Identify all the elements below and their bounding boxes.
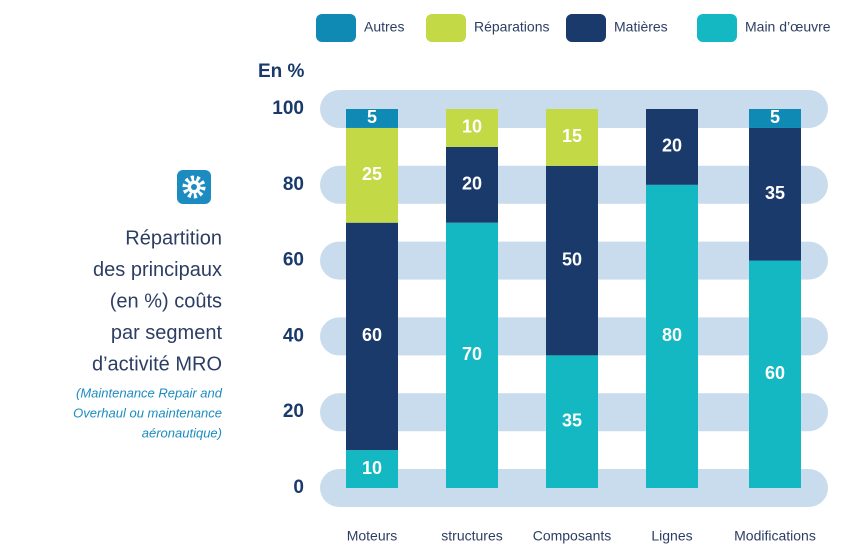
- legend-swatch: [566, 14, 606, 42]
- x-tick-label: structures: [441, 528, 502, 544]
- data-label: 60: [362, 325, 382, 345]
- data-label: 15: [562, 126, 582, 146]
- bar-segment: [749, 109, 801, 128]
- bar-segment: [546, 165, 598, 356]
- bar-segment: [346, 450, 398, 488]
- y-tick-label: 20: [283, 401, 304, 422]
- bar-segment: [346, 127, 398, 223]
- chart-subtitle: (Maintenance Repair and: [76, 385, 223, 400]
- data-label: 5: [770, 107, 780, 127]
- bar-segment: [646, 109, 698, 185]
- bar-segment: [446, 109, 498, 147]
- bar-segment: [446, 222, 498, 488]
- legend-label: Main d’œuvre: [745, 19, 831, 35]
- bar-segment: [346, 109, 398, 128]
- data-label: 25: [362, 164, 382, 184]
- data-label: 70: [462, 344, 482, 364]
- data-label: 35: [765, 183, 785, 203]
- chart-title: Répartition: [125, 227, 222, 249]
- data-label: 20: [662, 136, 682, 156]
- data-label: 35: [562, 410, 582, 430]
- y-axis-label: En %: [258, 61, 305, 82]
- data-label: 60: [765, 363, 785, 383]
- bar-segment: [346, 222, 398, 451]
- bar-segment: [646, 184, 698, 489]
- chart-subtitle: aéronautique): [142, 425, 222, 440]
- bar-segment: [446, 146, 498, 223]
- bar-segment: [749, 127, 801, 261]
- chart-title: par segment: [111, 322, 223, 344]
- legend-swatch: [697, 14, 737, 42]
- data-label: 10: [462, 117, 482, 137]
- x-tick-label: Moteurs: [347, 528, 398, 544]
- legend-label: Matières: [614, 19, 668, 35]
- data-label: 50: [562, 249, 582, 269]
- data-label: 10: [362, 458, 382, 478]
- y-tick-label: 0: [293, 477, 304, 498]
- bar-segment: [546, 109, 598, 166]
- bar-segment: [749, 260, 801, 488]
- y-tick-label: 60: [283, 250, 304, 271]
- chart-title: (en %) coûts: [110, 290, 222, 312]
- data-label: 80: [662, 325, 682, 345]
- chart-title: des principaux: [93, 259, 222, 281]
- x-tick-label: Modifications: [734, 528, 816, 544]
- legend-swatch: [316, 14, 356, 42]
- bar-segment: [546, 355, 598, 488]
- y-tick-label: 40: [283, 325, 304, 346]
- chart-title: d’activité MRO: [92, 353, 222, 375]
- data-label: 20: [462, 174, 482, 194]
- legend-label: Autres: [364, 19, 404, 35]
- x-tick-label: Lignes: [651, 528, 692, 544]
- gear-icon: [177, 170, 211, 204]
- x-tick-label: Composants: [533, 528, 612, 544]
- chart-subtitle: Overhaul ou maintenance: [73, 405, 222, 420]
- data-label: 5: [367, 107, 377, 127]
- legend-swatch: [426, 14, 466, 42]
- y-tick-label: 80: [283, 174, 304, 195]
- legend-label: Réparations: [474, 19, 550, 35]
- y-tick-label: 100: [272, 98, 304, 119]
